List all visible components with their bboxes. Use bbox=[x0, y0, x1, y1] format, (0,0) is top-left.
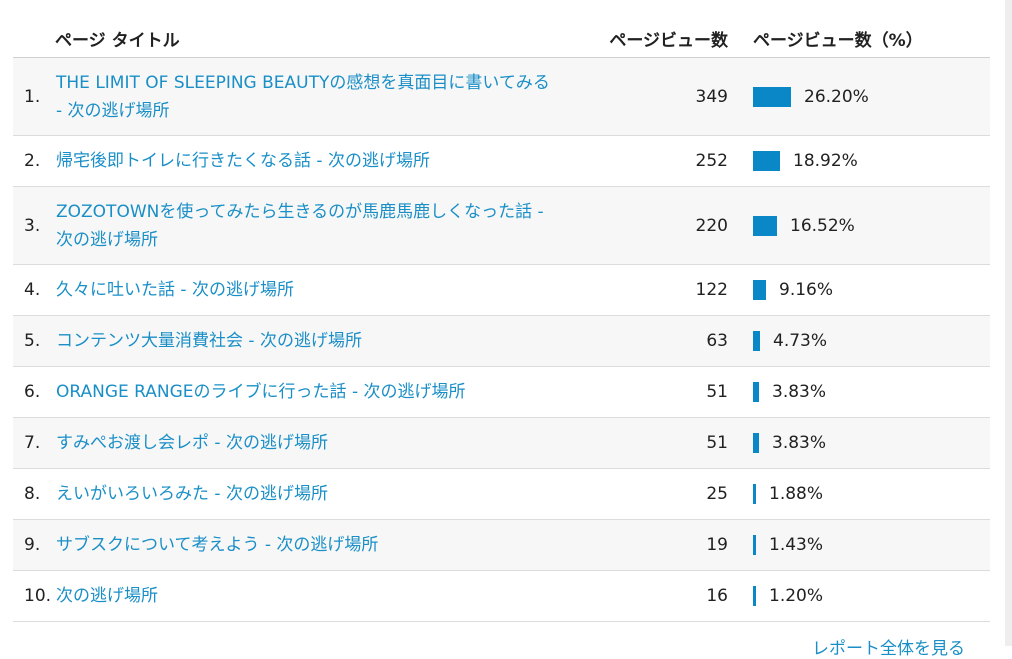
table-row: 7. すみぺお渡し会レポ - 次の逃げ場所 51 3.83% bbox=[13, 418, 990, 469]
table-row: 3. ZOZOTOWNを使ってみたら生きるのが馬鹿馬鹿しくなった話 - 次の逃げ場… bbox=[13, 187, 990, 265]
pageviews-percent-cell: 9.16% bbox=[753, 279, 833, 301]
pageviews-percent-cell: 1.88% bbox=[753, 483, 823, 505]
percent-value: 3.83% bbox=[772, 433, 827, 453]
pageviews-value: 63 bbox=[706, 331, 728, 351]
pageviews-value: 19 bbox=[706, 535, 728, 555]
pageviews-percent-cell: 3.83% bbox=[753, 432, 826, 454]
percent-value: 16.52% bbox=[790, 215, 855, 236]
page-title-link[interactable]: サブスクについて考えよう - 次の逃げ場所 bbox=[56, 535, 379, 555]
pageviews-value: 349 bbox=[695, 86, 728, 107]
pageviews-percent-cell: 18.92% bbox=[753, 150, 858, 172]
page-title-link[interactable]: THE LIMIT OF SLEEPING BEAUTYの感想を真面目に書いてみ… bbox=[56, 72, 550, 121]
view-full-report-link[interactable]: レポート全体を見る bbox=[812, 639, 965, 659]
scrollbar-track[interactable] bbox=[1005, 0, 1012, 646]
row-rank: 9. bbox=[24, 535, 41, 555]
row-rank: 4. bbox=[24, 280, 41, 300]
pageviews-value: 51 bbox=[706, 382, 728, 402]
page-title-link[interactable]: 帰宅後即トイレに行きたくなる話 - 次の逃げ場所 bbox=[56, 151, 430, 171]
table-row: 4. 久々に吐いた話 - 次の逃げ場所 122 9.16% bbox=[13, 265, 990, 316]
row-rank: 6. bbox=[24, 382, 41, 402]
column-header-pageviews: ページビュー数 bbox=[609, 31, 728, 51]
percent-value: 9.16% bbox=[779, 280, 834, 300]
page-title-link[interactable]: えいがいろいろみた - 次の逃げ場所 bbox=[56, 484, 328, 504]
percent-value: 3.83% bbox=[772, 382, 827, 402]
percent-value: 26.20% bbox=[804, 86, 869, 107]
pageviews-value: 252 bbox=[695, 151, 728, 171]
table-row: 10. 次の逃げ場所 16 1.20% bbox=[13, 571, 990, 622]
percent-value: 1.88% bbox=[769, 484, 824, 504]
row-rank: 8. bbox=[24, 484, 41, 504]
percent-bar bbox=[753, 484, 756, 504]
pageviews-value: 16 bbox=[706, 586, 728, 606]
table-row: 5. コンテンツ大量消費社会 - 次の逃げ場所 63 4.73% bbox=[13, 316, 990, 367]
row-rank: 3. bbox=[24, 215, 41, 236]
page-title-link[interactable]: ZOZOTOWNを使ってみたら生きるのが馬鹿馬鹿しくなった話 - 次の逃げ場所 bbox=[56, 201, 544, 250]
percent-bar bbox=[753, 86, 791, 107]
percent-bar bbox=[753, 586, 756, 606]
table-row: 6. ORANGE RANGEのライブに行った話 - 次の逃げ場所 51 3.83% bbox=[13, 367, 990, 418]
percent-value: 4.73% bbox=[773, 331, 828, 351]
page-title-link[interactable]: ORANGE RANGEのライブに行った話 - 次の逃げ場所 bbox=[56, 382, 466, 402]
percent-bar bbox=[753, 433, 759, 453]
pageviews-percent-cell: 16.52% bbox=[753, 215, 855, 237]
row-rank: 1. bbox=[24, 86, 41, 107]
pageviews-value: 25 bbox=[706, 484, 728, 504]
percent-bar bbox=[753, 280, 766, 300]
pageviews-percent-cell: 1.43% bbox=[753, 534, 823, 556]
row-rank: 7. bbox=[24, 433, 41, 453]
pageviews-percent-cell: 1.20% bbox=[753, 585, 823, 607]
column-header-pageviews-percent: ページビュー数（%） bbox=[753, 31, 923, 51]
percent-bar bbox=[753, 535, 756, 555]
table-row: 8. えいがいろいろみた - 次の逃げ場所 25 1.88% bbox=[13, 469, 990, 520]
percent-value: 18.92% bbox=[793, 151, 858, 171]
percent-bar bbox=[753, 382, 759, 402]
percent-bar bbox=[753, 151, 780, 171]
percent-bar bbox=[753, 331, 760, 351]
table-row: 2. 帰宅後即トイレに行きたくなる話 - 次の逃げ場所 252 18.92% bbox=[13, 136, 990, 187]
page-title-report: ページ タイトル ページビュー数 ページビュー数（%） 1. THE LIMIT … bbox=[13, 0, 990, 622]
table-header: ページ タイトル ページビュー数 ページビュー数（%） bbox=[13, 0, 990, 58]
row-rank: 10. bbox=[24, 586, 52, 606]
table-body: 1. THE LIMIT OF SLEEPING BEAUTYの感想を真面目に書い… bbox=[13, 58, 990, 622]
pageviews-percent-cell: 26.20% bbox=[753, 86, 869, 108]
row-rank: 2. bbox=[24, 151, 41, 171]
page-title-link[interactable]: すみぺお渡し会レポ - 次の逃げ場所 bbox=[56, 433, 328, 453]
page-title-link[interactable]: コンテンツ大量消費社会 - 次の逃げ場所 bbox=[56, 331, 362, 351]
percent-value: 1.43% bbox=[769, 535, 824, 555]
page-title-link[interactable]: 次の逃げ場所 bbox=[56, 586, 158, 606]
percent-value: 1.20% bbox=[769, 586, 824, 606]
pageviews-percent-cell: 4.73% bbox=[753, 330, 827, 352]
percent-bar bbox=[753, 215, 777, 236]
pageviews-value: 220 bbox=[695, 215, 728, 236]
page-title-link[interactable]: 久々に吐いた話 - 次の逃げ場所 bbox=[56, 280, 294, 300]
pageviews-percent-cell: 3.83% bbox=[753, 381, 826, 403]
pageviews-value: 51 bbox=[706, 433, 728, 453]
table-row: 9. サブスクについて考えよう - 次の逃げ場所 19 1.43% bbox=[13, 520, 990, 571]
pageviews-value: 122 bbox=[695, 280, 728, 300]
table-row: 1. THE LIMIT OF SLEEPING BEAUTYの感想を真面目に書い… bbox=[13, 58, 990, 136]
row-rank: 5. bbox=[24, 331, 41, 351]
column-header-page-title: ページ タイトル bbox=[55, 31, 180, 51]
